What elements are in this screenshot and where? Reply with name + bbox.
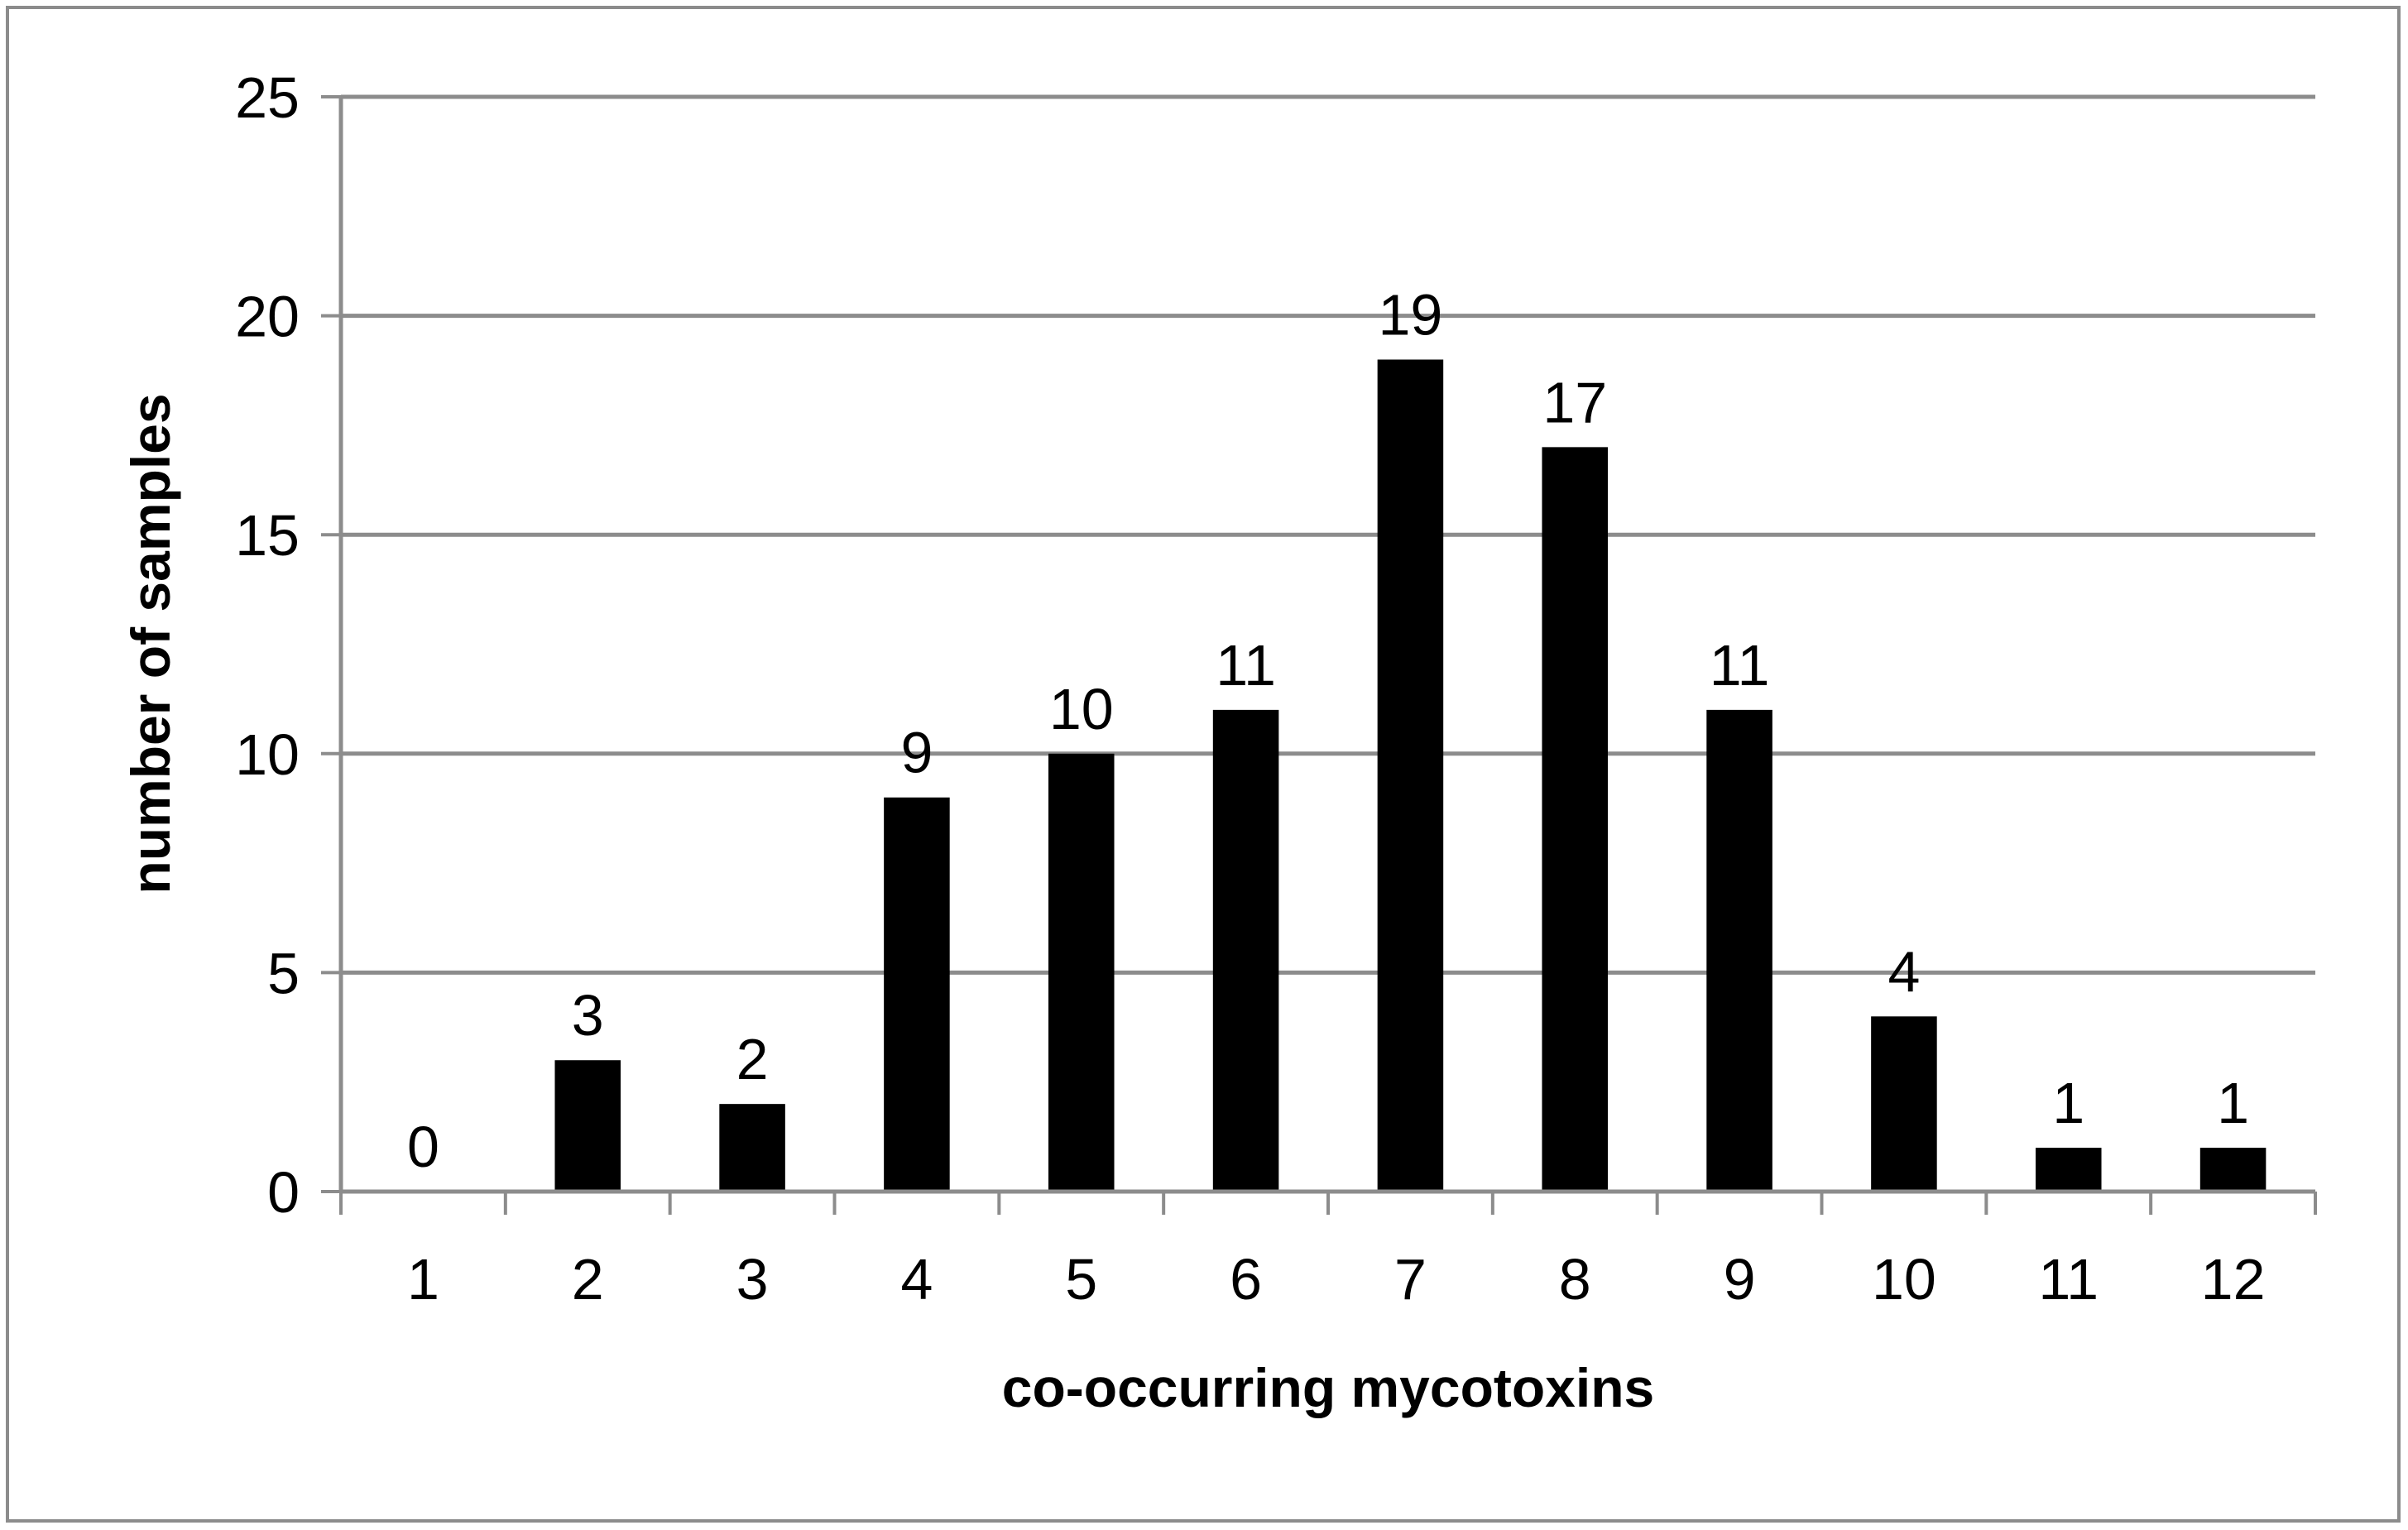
bar-8: [1542, 447, 1609, 1192]
bar-2: [554, 1060, 621, 1192]
data-label-12: 1: [2217, 1071, 2249, 1135]
y-tick-label: 0: [267, 1160, 300, 1225]
y-axis-title: number of samples: [120, 393, 181, 894]
data-label-8: 17: [1542, 370, 1607, 434]
x-tick-label: 4: [900, 1247, 933, 1312]
bar-6: [1212, 709, 1279, 1192]
y-tick-label: 15: [235, 503, 300, 568]
y-tick-label: 5: [267, 941, 300, 1005]
data-label-11: 1: [2052, 1071, 2084, 1135]
bar-12: [2199, 1148, 2266, 1192]
y-tick-label: 25: [235, 65, 300, 130]
bar-7: [1377, 359, 1444, 1192]
x-tick-label: 9: [1724, 1247, 1756, 1312]
bar-9: [1706, 709, 1772, 1192]
data-label-2: 3: [572, 983, 604, 1048]
x-tick-label: 12: [2201, 1247, 2266, 1312]
bars: [554, 359, 2266, 1192]
y-tick-label: 10: [235, 722, 300, 787]
data-label-1: 0: [407, 1115, 439, 1179]
data-label-5: 10: [1049, 677, 1114, 741]
y-tick-label: 20: [235, 285, 300, 349]
x-tick-labels: 1 2 3 4 5 6 7 8 9 10 11 12: [407, 1247, 2266, 1312]
data-label-3: 2: [736, 1027, 769, 1091]
x-tick-label: 10: [1872, 1247, 1936, 1312]
data-label-9: 11: [1710, 633, 1770, 698]
x-tick-label: 5: [1065, 1247, 1097, 1312]
bar-3: [719, 1104, 785, 1192]
x-tick-label: 11: [2038, 1247, 2099, 1312]
bar-4: [884, 797, 950, 1192]
x-tick-label: 8: [1559, 1247, 1591, 1312]
data-label-7: 19: [1378, 283, 1442, 348]
chart-frame: [6, 6, 2401, 1523]
bar-5: [1048, 753, 1115, 1192]
y-tick-labels: 0 5 10 15 20 25: [235, 65, 300, 1225]
data-label-4: 9: [900, 721, 933, 785]
x-tick-label: 1: [407, 1247, 439, 1312]
x-axis-title: co-occurring mycotoxins: [1002, 1357, 1655, 1418]
data-label-6: 11: [1216, 633, 1276, 698]
axes: [321, 95, 2317, 1215]
x-tick-label: 2: [572, 1247, 604, 1312]
x-tick-label: 3: [736, 1247, 769, 1312]
x-tick-label: 6: [1230, 1247, 1262, 1312]
data-label-10: 4: [1888, 939, 1920, 1004]
gridlines: [341, 94, 2315, 975]
x-tick-label: 7: [1394, 1247, 1427, 1312]
bar-10: [1871, 1016, 1937, 1192]
bar-11: [2035, 1148, 2102, 1192]
